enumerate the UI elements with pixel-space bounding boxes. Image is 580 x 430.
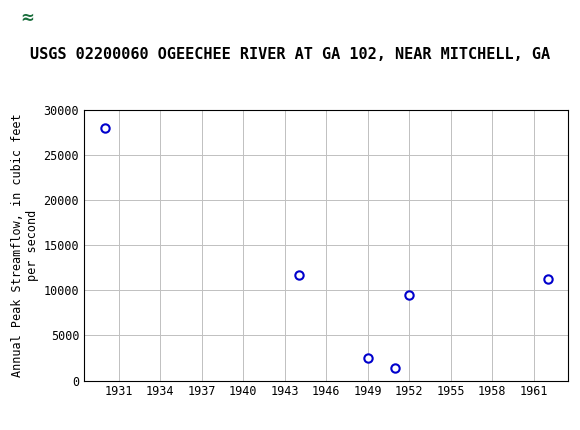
Y-axis label: Annual Peak Streamflow, in cubic feet
per second: Annual Peak Streamflow, in cubic feet pe… (12, 113, 39, 377)
Bar (6, 3, 49, 32)
Text: USGS 02200060 OGEECHEE RIVER AT GA 102, NEAR MITCHELL, GA: USGS 02200060 OGEECHEE RIVER AT GA 102, … (30, 47, 550, 62)
Text: USGS: USGS (58, 8, 122, 28)
Text: ≈: ≈ (21, 9, 34, 27)
